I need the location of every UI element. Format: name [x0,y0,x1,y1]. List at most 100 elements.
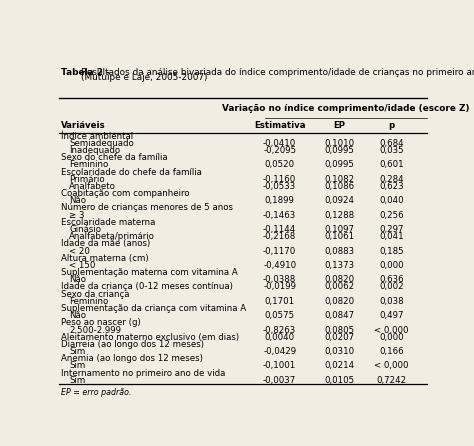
Text: 0,040: 0,040 [379,196,404,205]
Text: -0,4910: -0,4910 [263,261,296,270]
Text: Estimativa: Estimativa [254,121,305,130]
Text: 0,000: 0,000 [379,261,404,270]
Text: 0,0207: 0,0207 [324,333,354,342]
Text: 0,166: 0,166 [379,347,404,356]
Text: -0,0388: -0,0388 [263,275,296,284]
Text: 0,497: 0,497 [380,311,404,320]
Text: Sim: Sim [69,376,85,385]
Text: Sexo do chefe da família: Sexo do chefe da família [61,153,168,162]
Text: 0,038: 0,038 [379,297,404,306]
Text: < 20: < 20 [69,247,90,256]
Text: 0,623: 0,623 [379,182,404,191]
Text: Variação no índice comprimento/idade (escore Z): Variação no índice comprimento/idade (es… [222,103,470,113]
Text: 0,1288: 0,1288 [324,211,354,219]
Text: 0,256: 0,256 [379,211,404,219]
Text: Não: Não [69,196,86,205]
Text: Idade da mãe (anos): Idade da mãe (anos) [61,240,150,248]
Text: ≥ 3: ≥ 3 [69,211,85,219]
Text: 0,0040: 0,0040 [264,333,295,342]
Text: -0,8263: -0,8263 [263,326,296,334]
Text: Diarreia (ao longo dos 12 meses): Diarreia (ao longo dos 12 meses) [61,340,204,349]
Text: 0,0995: 0,0995 [324,160,354,169]
Text: 0,0062: 0,0062 [324,282,354,291]
Text: 0,1061: 0,1061 [324,232,354,241]
Text: Idade da criança (0-12 meses contínua): Idade da criança (0-12 meses contínua) [61,282,233,291]
Text: -0,0429: -0,0429 [263,347,296,356]
Text: Feminino: Feminino [69,297,109,306]
Text: 0,636: 0,636 [379,275,404,284]
Text: 0,000: 0,000 [379,333,404,342]
Text: 0,1086: 0,1086 [324,182,354,191]
Text: Não: Não [69,275,86,284]
Text: Ginásio: Ginásio [69,225,101,234]
Text: Tabela 2 -: Tabela 2 - [61,68,110,77]
Text: -0,1160: -0,1160 [263,175,296,184]
Text: 0,1373: 0,1373 [324,261,354,270]
Text: -0,1463: -0,1463 [263,211,296,219]
Text: Anemia (ao longo dos 12 meses): Anemia (ao longo dos 12 meses) [61,354,203,363]
Text: 0,284: 0,284 [379,175,404,184]
Text: 0,1097: 0,1097 [324,225,354,234]
Text: 0,684: 0,684 [379,139,404,148]
Text: 0,1082: 0,1082 [324,175,354,184]
Text: -0,2095: -0,2095 [263,146,296,155]
Text: Número de crianças menores de 5 anos: Número de crianças menores de 5 anos [61,203,233,212]
Text: Sim: Sim [69,361,85,371]
Text: 0,002: 0,002 [379,282,404,291]
Text: -0,1144: -0,1144 [263,225,296,234]
Text: Inadequado: Inadequado [69,146,120,155]
Text: 0,0575: 0,0575 [264,311,295,320]
Text: (Mutuípe e Laje, 2005-2007): (Mutuípe e Laje, 2005-2007) [82,74,208,83]
Text: Analfabeta/primário: Analfabeta/primário [69,232,155,241]
Text: -0,0410: -0,0410 [263,139,296,148]
Text: 0,0820: 0,0820 [324,297,354,306]
Text: Analfabeto: Analfabeto [69,182,116,191]
Text: < 0,000: < 0,000 [374,326,409,334]
Text: 0,0820: 0,0820 [324,275,354,284]
Text: Aleitamento materno exclusivo (em dias): Aleitamento materno exclusivo (em dias) [61,333,239,342]
Text: Feminino: Feminino [69,160,109,169]
Text: Internamento no primeiro ano de vida: Internamento no primeiro ano de vida [61,368,226,378]
Text: EP: EP [333,121,345,130]
Text: 0,0805: 0,0805 [324,326,354,334]
Text: 0,0883: 0,0883 [324,247,354,256]
Text: Coabitação com companheiro: Coabitação com companheiro [61,189,190,198]
Text: Escolaridade materna: Escolaridade materna [61,218,155,227]
Text: Semiadequado: Semiadequado [69,139,134,148]
Text: -0,1170: -0,1170 [263,247,296,256]
Text: -0,1001: -0,1001 [263,361,296,371]
Text: 0,1899: 0,1899 [264,196,295,205]
Text: Peso ao nascer (g): Peso ao nascer (g) [61,318,141,327]
Text: 0,0214: 0,0214 [324,361,354,371]
Text: Sim: Sim [69,347,85,356]
Text: p: p [389,121,395,130]
Text: 0,7242: 0,7242 [377,376,407,385]
Text: Sexo da criança: Sexo da criança [61,289,129,299]
Text: -0,2168: -0,2168 [263,232,296,241]
Text: 0,0924: 0,0924 [324,196,354,205]
Text: 0,035: 0,035 [379,146,404,155]
Text: 0,1701: 0,1701 [264,297,295,306]
Text: 0,0105: 0,0105 [324,376,354,385]
Text: < 0,000: < 0,000 [374,361,409,371]
Text: Primário: Primário [69,175,105,184]
Text: < 150: < 150 [69,261,96,270]
Text: 0,0310: 0,0310 [324,347,354,356]
Text: Escolaridade do chefe da família: Escolaridade do chefe da família [61,168,202,177]
Text: Altura materna (cm): Altura materna (cm) [61,254,149,263]
Text: 0,601: 0,601 [379,160,404,169]
Text: Não: Não [69,311,86,320]
Text: 0,0847: 0,0847 [324,311,354,320]
Text: EP = erro padrão.: EP = erro padrão. [61,388,132,397]
Text: 2.500-2.999: 2.500-2.999 [69,326,121,334]
Text: Índice ambiental: Índice ambiental [61,132,133,140]
Text: 0,0995: 0,0995 [324,146,354,155]
Text: 0,185: 0,185 [379,247,404,256]
Text: Variáveis: Variáveis [61,121,106,130]
Text: 0,0520: 0,0520 [264,160,295,169]
Text: 0,041: 0,041 [379,232,404,241]
Text: 0,1010: 0,1010 [324,139,354,148]
Text: -0,0037: -0,0037 [263,376,296,385]
Text: -0,0199: -0,0199 [263,282,296,291]
Text: -0,0533: -0,0533 [263,182,296,191]
